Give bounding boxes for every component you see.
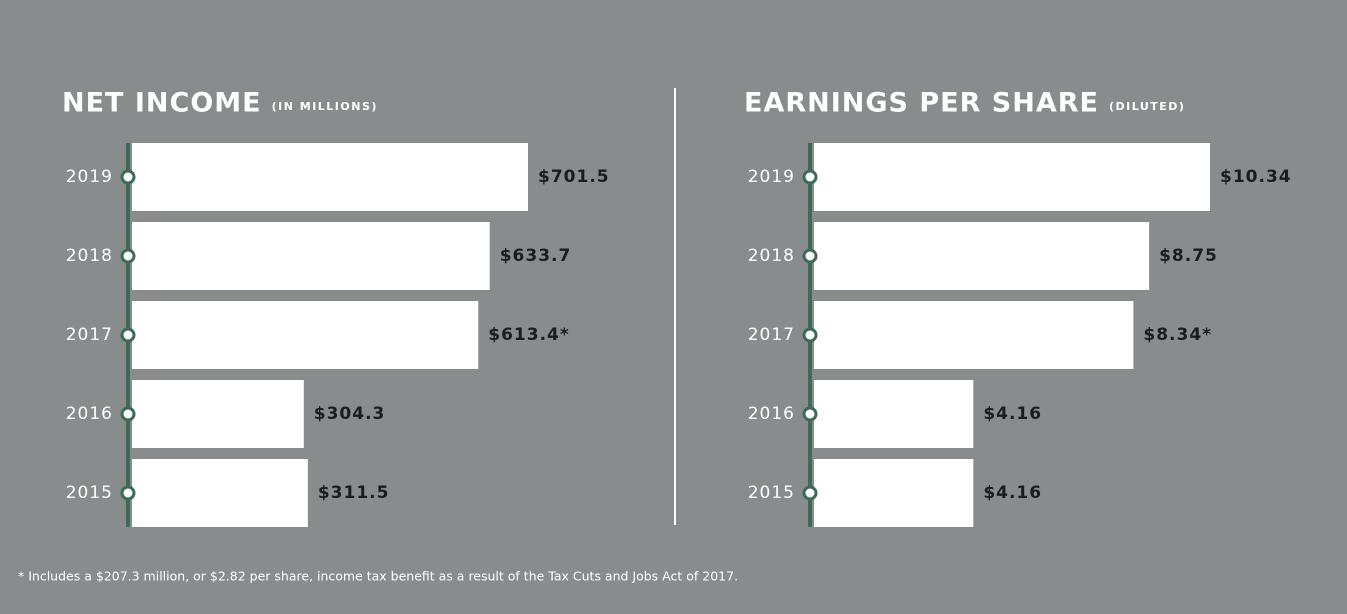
value-label: $613.4*: [488, 325, 570, 345]
value-label: $8.34*: [1143, 325, 1212, 345]
category-label: 2018: [66, 246, 113, 266]
bar: [814, 459, 974, 527]
bar: [814, 380, 974, 448]
axis-dot: [120, 327, 136, 343]
category-label: 2017: [748, 325, 795, 345]
bar: [814, 301, 1134, 369]
axis-dot: [802, 169, 818, 185]
axis-dot: [802, 327, 818, 343]
category-label: 2016: [66, 404, 113, 424]
bar: [132, 380, 304, 448]
axis-dot: [802, 406, 818, 422]
axis-dot: [802, 485, 818, 501]
chart-title: NET INCOME: [62, 88, 262, 119]
value-label: $8.75: [1159, 246, 1218, 266]
value-label: $304.3: [314, 404, 386, 424]
axis-dot: [120, 406, 136, 422]
value-label: $4.16: [983, 483, 1042, 503]
bar: [814, 222, 1150, 290]
category-label: 2016: [748, 404, 795, 424]
category-label: 2015: [66, 483, 113, 503]
bar: [132, 222, 490, 290]
bar: [132, 301, 479, 369]
footnote: * Includes a $207.3 million, or $2.82 pe…: [18, 569, 738, 584]
category-label: 2019: [66, 167, 113, 187]
axis-dot: [802, 248, 818, 264]
axis-dot: [120, 248, 136, 264]
category-label: 2015: [748, 483, 795, 503]
value-label: $4.16: [983, 404, 1042, 424]
chart-title: EARNINGS PER SHARE: [744, 88, 1099, 119]
bar: [132, 143, 528, 211]
bar: [132, 459, 308, 527]
category-label: 2019: [748, 167, 795, 187]
category-label: 2018: [748, 246, 795, 266]
chart-subtitle: (IN MILLIONS): [272, 100, 378, 113]
axis-dot: [120, 485, 136, 501]
axis-dot: [120, 169, 136, 185]
chart-subtitle: (DILUTED): [1109, 100, 1185, 113]
value-label: $311.5: [318, 483, 390, 503]
value-label: $701.5: [538, 167, 610, 187]
category-label: 2017: [66, 325, 113, 345]
bar: [814, 143, 1210, 211]
value-label: $10.34: [1220, 167, 1292, 187]
value-label: $633.7: [500, 246, 572, 266]
